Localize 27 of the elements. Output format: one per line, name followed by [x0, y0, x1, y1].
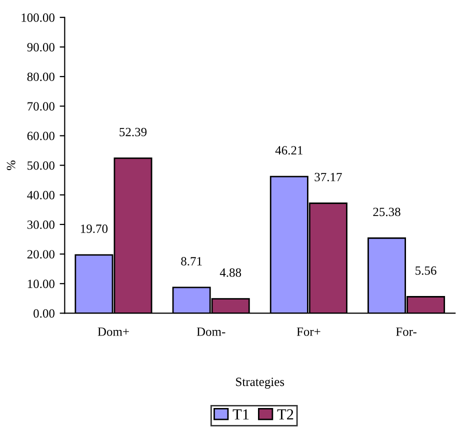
y-tick-label: 80.00	[27, 72, 54, 82]
x-axis-title: Strategies	[236, 378, 284, 389]
data-label: 8.71	[181, 257, 202, 266]
data-label: 5.56	[416, 266, 436, 275]
x-tick-label: For-	[396, 328, 416, 336]
data-label: 25.38	[373, 208, 400, 216]
data-label: 19.70	[80, 224, 108, 233]
data-label: 46.21	[275, 146, 302, 155]
y-tick-label: 10.00	[28, 280, 54, 288]
y-tick-label: 70.00	[28, 102, 54, 111]
x-tick-label: Dom-	[196, 328, 226, 336]
x-tick-label: For+	[296, 328, 320, 336]
y-tick-label: 40.00	[27, 190, 54, 200]
y-axis-title: %	[6, 160, 16, 170]
legend-label: T2	[277, 409, 294, 420]
y-tick-label: 50.00	[28, 161, 54, 170]
y-tick-label: 30.00	[27, 220, 54, 229]
data-label: 52.39	[120, 128, 147, 136]
y-tick-label: 90.00	[27, 43, 54, 52]
x-tick-label: Dom+	[98, 328, 129, 336]
legend-label: T1	[232, 409, 249, 420]
y-tick-label: 100.00	[22, 13, 54, 22]
y-tick-label: 0.00	[34, 309, 54, 318]
data-label: 37.17	[314, 172, 342, 182]
y-tick-label: 20.00	[27, 250, 54, 259]
data-label: 4.88	[220, 268, 242, 277]
y-tick-label: 60.00	[27, 132, 54, 140]
